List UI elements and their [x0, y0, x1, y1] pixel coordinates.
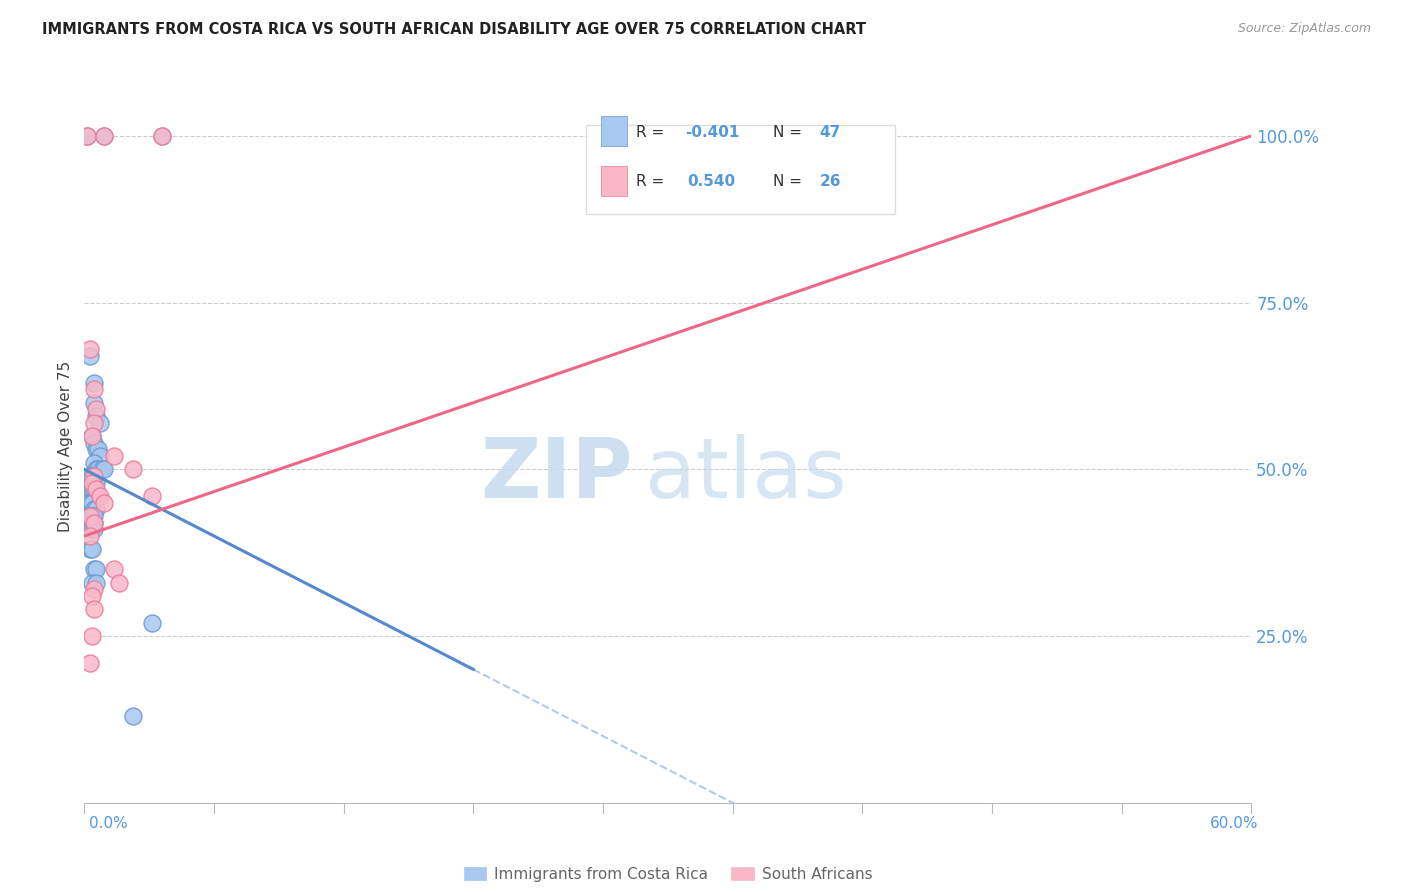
Point: [83, 502, 105, 516]
Point: [83, 562, 105, 576]
Point: [87, 442, 110, 457]
Text: 60.0%: 60.0%: [1211, 816, 1258, 831]
Point: [82, 589, 104, 603]
Point: [87, 462, 110, 476]
Point: [82, 496, 104, 510]
Point: [83, 469, 105, 483]
Point: [83, 456, 105, 470]
Text: -0.401: -0.401: [685, 125, 740, 139]
Text: 47: 47: [820, 125, 841, 139]
Point: [76, 128, 98, 143]
Point: [83, 395, 105, 409]
FancyBboxPatch shape: [586, 125, 896, 214]
Point: [108, 575, 131, 590]
Point: [82, 629, 104, 643]
Point: [79, 656, 101, 670]
Point: [84, 442, 107, 457]
Text: 26: 26: [820, 175, 841, 189]
Point: [122, 709, 145, 723]
Point: [83, 475, 105, 490]
Point: [82, 483, 104, 497]
Point: [103, 562, 125, 576]
Text: N =: N =: [773, 125, 807, 139]
Text: ZIP: ZIP: [481, 434, 633, 515]
Text: atlas: atlas: [644, 434, 846, 515]
Point: [141, 615, 163, 630]
Point: [83, 483, 105, 497]
Point: [84, 462, 107, 476]
Point: [89, 416, 111, 430]
Point: [83, 516, 105, 530]
Point: [90, 462, 112, 476]
Point: [79, 542, 101, 557]
Point: [79, 496, 101, 510]
Point: [84, 489, 107, 503]
Point: [93, 496, 115, 510]
Point: [83, 435, 105, 450]
Point: [84, 409, 107, 423]
Point: [150, 128, 173, 143]
Point: [83, 516, 105, 530]
Point: [93, 128, 115, 143]
Point: [82, 509, 104, 524]
Point: [82, 542, 104, 557]
Point: [122, 462, 145, 476]
Point: [83, 522, 105, 536]
Text: 0.0%: 0.0%: [89, 816, 128, 831]
Point: [83, 416, 105, 430]
Text: R =: R =: [637, 125, 669, 139]
Text: 0.540: 0.540: [688, 175, 735, 189]
Point: [79, 509, 101, 524]
Point: [83, 382, 105, 396]
Point: [83, 582, 105, 597]
Point: [83, 602, 105, 616]
Text: R =: R =: [637, 175, 669, 189]
Point: [84, 475, 107, 490]
Point: [79, 349, 101, 363]
Point: [103, 449, 125, 463]
Point: [83, 509, 105, 524]
Point: [79, 343, 101, 357]
Point: [93, 462, 115, 476]
Point: [89, 449, 111, 463]
Y-axis label: Disability Age Over 75: Disability Age Over 75: [58, 360, 73, 532]
Point: [79, 509, 101, 524]
Text: N =: N =: [773, 175, 807, 189]
Point: [82, 516, 104, 530]
Point: [79, 483, 101, 497]
Point: [93, 128, 115, 143]
Text: Source: ZipAtlas.com: Source: ZipAtlas.com: [1237, 22, 1371, 36]
Point: [76, 128, 98, 143]
Point: [79, 516, 101, 530]
Point: [89, 489, 111, 503]
Point: [82, 475, 104, 490]
Point: [141, 489, 163, 503]
Point: [82, 429, 104, 443]
Legend: Immigrants from Costa Rica, South Africans: Immigrants from Costa Rica, South Africa…: [457, 861, 879, 888]
Point: [84, 502, 107, 516]
Point: [79, 529, 101, 543]
Point: [82, 575, 104, 590]
Point: [84, 562, 107, 576]
Text: IMMIGRANTS FROM COSTA RICA VS SOUTH AFRICAN DISABILITY AGE OVER 75 CORRELATION C: IMMIGRANTS FROM COSTA RICA VS SOUTH AFRI…: [42, 22, 866, 37]
Point: [83, 376, 105, 390]
Point: [82, 522, 104, 536]
Point: [82, 469, 104, 483]
FancyBboxPatch shape: [602, 166, 627, 196]
FancyBboxPatch shape: [602, 116, 627, 146]
Point: [79, 469, 101, 483]
Point: [82, 429, 104, 443]
Point: [84, 402, 107, 417]
Point: [84, 575, 107, 590]
Point: [150, 128, 173, 143]
Point: [87, 489, 110, 503]
Point: [84, 483, 107, 497]
